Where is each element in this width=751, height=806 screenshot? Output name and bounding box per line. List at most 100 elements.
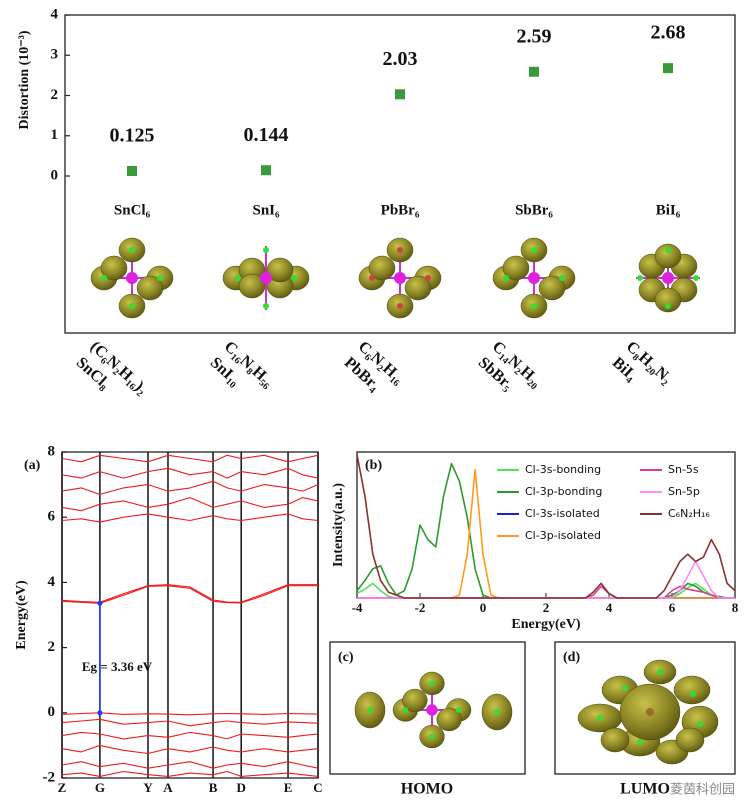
x-tick-label: A: [163, 780, 173, 795]
arrow-end: [97, 710, 103, 716]
x-tick-label: 4: [606, 600, 613, 615]
y-axis-title: Distortion (10⁻³): [17, 30, 32, 129]
atom: [657, 669, 663, 675]
marker: [663, 63, 673, 74]
orbital-lobe: [600, 727, 630, 753]
atom: [531, 303, 537, 309]
watermark: 菱茵科创园: [670, 783, 735, 798]
y-axis-title: Energy(eV): [14, 580, 29, 650]
atom: [291, 275, 297, 281]
orbital-lobe: [402, 688, 428, 713]
x-tick-label: Y: [143, 780, 153, 795]
panel-label: (c): [338, 650, 354, 665]
atom: [531, 247, 537, 253]
orbital-lobe: [266, 257, 294, 283]
orbital-lobe: [654, 287, 682, 313]
x-category-label: SnCl₆: [114, 202, 151, 218]
x-tick-label: Z: [58, 780, 67, 795]
data-label: 2.03: [383, 48, 418, 70]
y-tick-label: 3: [51, 47, 59, 63]
y-tick-label: 4: [51, 6, 59, 22]
x-category-label: SnI₆: [252, 202, 280, 218]
y-tick-label: 4: [48, 574, 56, 590]
series-line: [356, 454, 736, 599]
orbital-lobe: [673, 675, 711, 705]
x-tick-label: 0: [480, 600, 487, 615]
y-tick-label: 2: [48, 639, 56, 655]
y-axis-title: Intensity(a.u.): [331, 483, 346, 567]
series-line: [61, 731, 319, 740]
series-line: [61, 497, 319, 512]
atom: [690, 691, 696, 697]
caption: HOMO: [401, 781, 453, 798]
atom: [129, 247, 135, 253]
orbital-lobe: [100, 255, 128, 281]
x-category-label: PbBr₆: [381, 202, 420, 218]
atom: [367, 707, 373, 713]
atom: [494, 709, 500, 715]
x-tick-label: 2: [543, 600, 550, 615]
legend-label: Cl-3p-isolated: [525, 529, 601, 542]
annotation: Eg = 3.36 eV: [82, 659, 153, 674]
panel-label: (a): [24, 458, 41, 473]
y-tick-label: 1: [51, 127, 59, 143]
x-category-label: BiI₆: [656, 202, 681, 218]
y-tick-label: 2: [51, 87, 59, 103]
y-tick-label: 0: [48, 704, 56, 720]
y-tick-label: -2: [43, 769, 56, 785]
atom: [697, 721, 703, 727]
panel-label: (b): [365, 458, 382, 473]
x-tick-label: C: [313, 780, 322, 795]
legend-label: C₆N₂H₁₆: [668, 507, 710, 520]
atom: [235, 275, 241, 281]
orbital-lobe: [238, 273, 266, 299]
data-label: 2.59: [517, 25, 552, 47]
atom: [129, 303, 135, 309]
series-line: [357, 560, 735, 599]
x-axis-title: Energy(eV): [511, 617, 581, 632]
x-tick-label: 8: [732, 600, 739, 615]
homo-frame: [329, 641, 526, 775]
lumo-frame: [554, 641, 736, 775]
atom: [528, 272, 540, 284]
series-line: [61, 513, 319, 523]
atom: [263, 247, 269, 253]
atom: [260, 272, 272, 284]
atom: [402, 707, 409, 713]
marker: [529, 66, 539, 77]
atom: [101, 275, 107, 281]
x-tick-label: -2: [415, 600, 426, 615]
orbital-lobe: [538, 275, 566, 301]
atom: [637, 739, 643, 745]
atom: [503, 275, 509, 281]
series-line: [61, 585, 318, 604]
data-label: 2.68: [651, 22, 686, 44]
x-tick-label: G: [95, 780, 105, 795]
orbital-lobe: [436, 707, 462, 732]
x-tick-label: 6: [669, 600, 676, 615]
series-line: [61, 480, 319, 495]
atom: [559, 275, 565, 281]
orbital-lobe: [136, 275, 164, 301]
x-tick-label: B: [209, 780, 218, 795]
legend-label: Cl-3p-bonding: [525, 485, 602, 498]
series-line: [61, 584, 318, 603]
atom: [429, 733, 435, 740]
series-line: [61, 744, 319, 755]
series-line: [61, 718, 319, 727]
atom: [429, 680, 435, 687]
atom: [263, 303, 269, 309]
series-line: [61, 454, 319, 463]
data-label: 0.125: [110, 125, 155, 147]
atom: [425, 275, 431, 281]
orbital-lobe: [675, 727, 705, 753]
series-line: [61, 770, 319, 777]
atom: [597, 715, 603, 721]
legend-label: Sn-5s: [668, 463, 699, 476]
legend-label: Cl-3s-bonding: [525, 463, 601, 476]
atom: [665, 247, 671, 253]
atom: [622, 685, 628, 691]
marker: [261, 165, 271, 176]
x-category-label: SbBr₆: [515, 202, 553, 218]
